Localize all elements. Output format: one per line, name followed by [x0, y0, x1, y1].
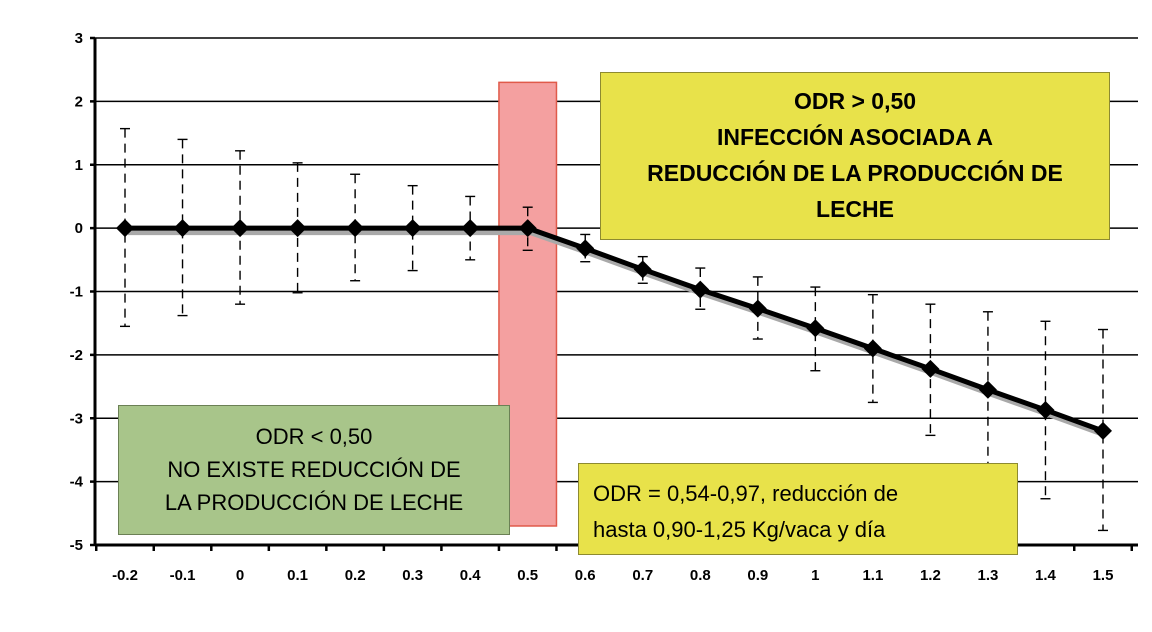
series-line	[125, 225, 1104, 434]
data-point	[116, 219, 134, 238]
data-point	[1094, 421, 1112, 440]
x-tick-label: 0.4	[460, 567, 482, 584]
series-line-layer	[125, 225, 1108, 438]
x-tick-label: -0.1	[170, 567, 196, 584]
x-tick-label: 1.5	[1093, 567, 1114, 584]
y-tick-label: -5	[70, 537, 83, 554]
annotation-line: ODR = 0,54-0,97, reducción de	[593, 481, 899, 506]
x-tick-labels: -0.2 -0.1 0 0.1 0.2 0.3 0.4 0.5 0.6 0.7 0.8 0.9 1 1.1…	[112, 567, 1113, 584]
data-point	[576, 239, 595, 258]
x-tick-label: 0.2	[345, 567, 366, 584]
y-tick-labels: 3 2 1 0 -1 -2 -3 -4 -5	[70, 30, 84, 554]
x-tick-label: 0.9	[747, 567, 768, 584]
x-tick-label: 0.7	[632, 567, 653, 584]
data-point	[921, 359, 940, 378]
data-point	[806, 319, 825, 338]
annotation-odr-above-050: ODR > 0,50 INFECCIÓN ASOCIADA A REDUCCIÓ…	[600, 72, 1110, 240]
x-tick-label: 0.8	[690, 567, 711, 584]
data-point	[978, 380, 997, 399]
y-tick-label: 1	[75, 157, 83, 174]
x-tick-label: 0.1	[287, 567, 308, 584]
annotation-odr-range: ODR = 0,54-0,97, reducción de hasta 0,90…	[578, 463, 1018, 555]
y-tick-label: -2	[70, 347, 83, 364]
annotation-line: ODR > 0,50	[793, 88, 917, 114]
annotation-line: INFECCIÓN ASOCIADA A	[717, 124, 993, 150]
data-point	[346, 219, 365, 238]
data-point	[461, 219, 480, 238]
x-tick-label: 1.3	[978, 567, 999, 584]
x-tick-label: -0.2	[112, 567, 138, 584]
annotation-line: LA PRODUCCIÓN DE LECHE	[164, 490, 464, 515]
data-markers	[116, 219, 1112, 440]
x-tick-label: 0.5	[517, 567, 538, 584]
x-tick-label: 1.2	[920, 567, 941, 584]
data-point	[231, 219, 250, 238]
x-tick-label: 0	[236, 567, 244, 584]
x-tick-label: 1.1	[862, 567, 883, 584]
y-tick-label: -1	[70, 284, 83, 301]
data-point	[633, 260, 652, 279]
annotation-line: LECHE	[816, 196, 894, 222]
annotation-line: NO EXISTE REDUCCIÓN DE	[167, 457, 461, 482]
annotation-line: ODR < 0,50	[255, 424, 373, 449]
x-tick-label: 1	[811, 567, 819, 584]
data-point	[518, 219, 537, 238]
y-tick-label: 3	[75, 30, 83, 47]
annotation-odr-below-050: ODR < 0,50 NO EXISTE REDUCCIÓN DE LA PRO…	[118, 405, 510, 535]
x-tick-label: 0.3	[402, 567, 423, 584]
y-tick-label: 0	[75, 220, 83, 237]
y-tick-label: -3	[70, 410, 83, 427]
data-point	[691, 280, 710, 299]
x-tick-label: 1.4	[1035, 567, 1057, 584]
series-line-shadow	[128, 229, 1108, 438]
data-point	[863, 339, 882, 358]
y-tick-label: 2	[75, 93, 83, 110]
data-point	[1036, 401, 1055, 420]
annotation-line: REDUCCIÓN DE LA PRODUCCIÓN DE	[647, 160, 1063, 186]
x-tick-label: 0.6	[575, 567, 596, 584]
data-point	[748, 299, 767, 318]
annotation-line: hasta 0,90-1,25 Kg/vaca y día	[593, 517, 886, 542]
data-point	[403, 219, 422, 238]
data-point	[288, 219, 307, 238]
y-tick-label: -4	[70, 474, 84, 491]
data-point	[173, 219, 192, 238]
